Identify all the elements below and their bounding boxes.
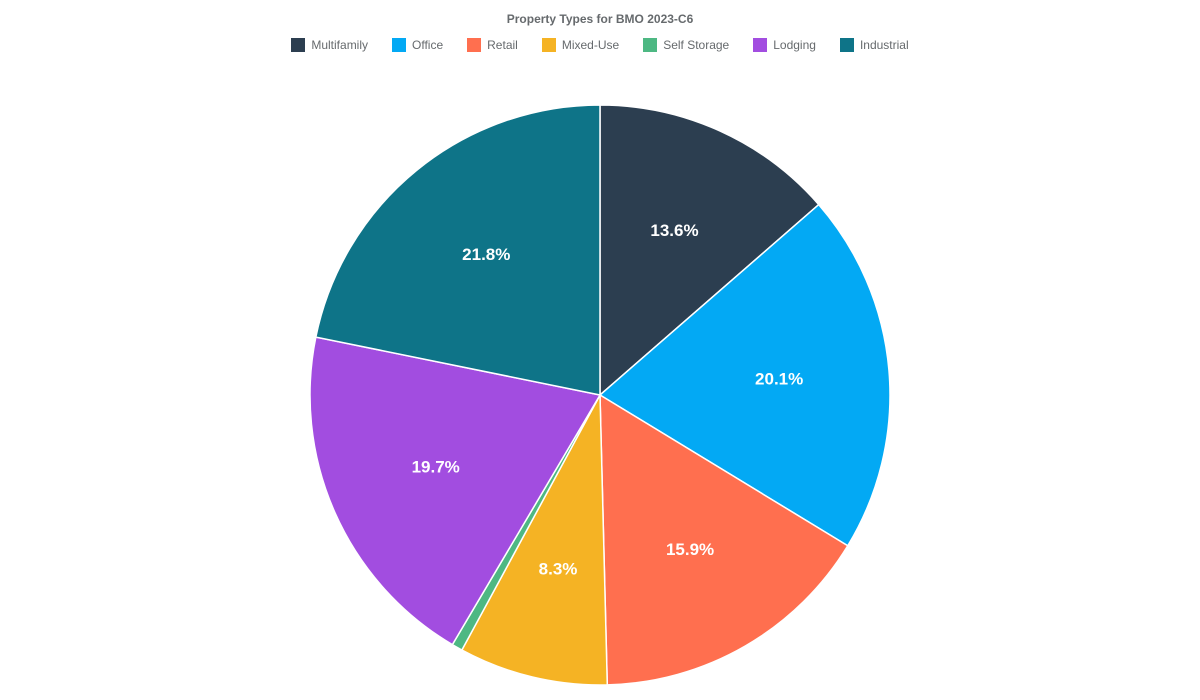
slice-label-mixed-use: 8.3% [539,559,578,578]
slice-label-multifamily: 13.6% [650,221,698,240]
legend-item-retail[interactable]: Retail [467,38,518,52]
legend-label: Multifamily [311,38,368,52]
slice-label-lodging: 19.7% [412,457,460,476]
legend-item-mixed-use[interactable]: Mixed-Use [542,38,619,52]
legend-label: Self Storage [663,38,729,52]
legend-swatch [840,38,854,52]
chart-title: Property Types for BMO 2023-C6 [0,12,1200,26]
slice-label-retail: 15.9% [666,540,714,559]
legend-label: Industrial [860,38,909,52]
legend-swatch [291,38,305,52]
legend-swatch [392,38,406,52]
legend-label: Mixed-Use [562,38,619,52]
slice-label-office: 20.1% [755,369,803,388]
legend-item-lodging[interactable]: Lodging [753,38,816,52]
legend-swatch [467,38,481,52]
legend-swatch [542,38,556,52]
legend-swatch [643,38,657,52]
legend-label: Lodging [773,38,816,52]
legend-item-multifamily[interactable]: Multifamily [291,38,368,52]
legend-item-office[interactable]: Office [392,38,443,52]
legend-item-industrial[interactable]: Industrial [840,38,909,52]
slice-label-industrial: 21.8% [462,245,510,264]
pie-chart: 13.6% 20.1% 15.9% 8.3% 19.7% 21.8% [0,65,1200,700]
legend-swatch [753,38,767,52]
legend-item-self-storage[interactable]: Self Storage [643,38,729,52]
legend: Multifamily Office Retail Mixed-Use Self Sto… [0,38,1200,52]
legend-label: Office [412,38,443,52]
legend-label: Retail [487,38,518,52]
